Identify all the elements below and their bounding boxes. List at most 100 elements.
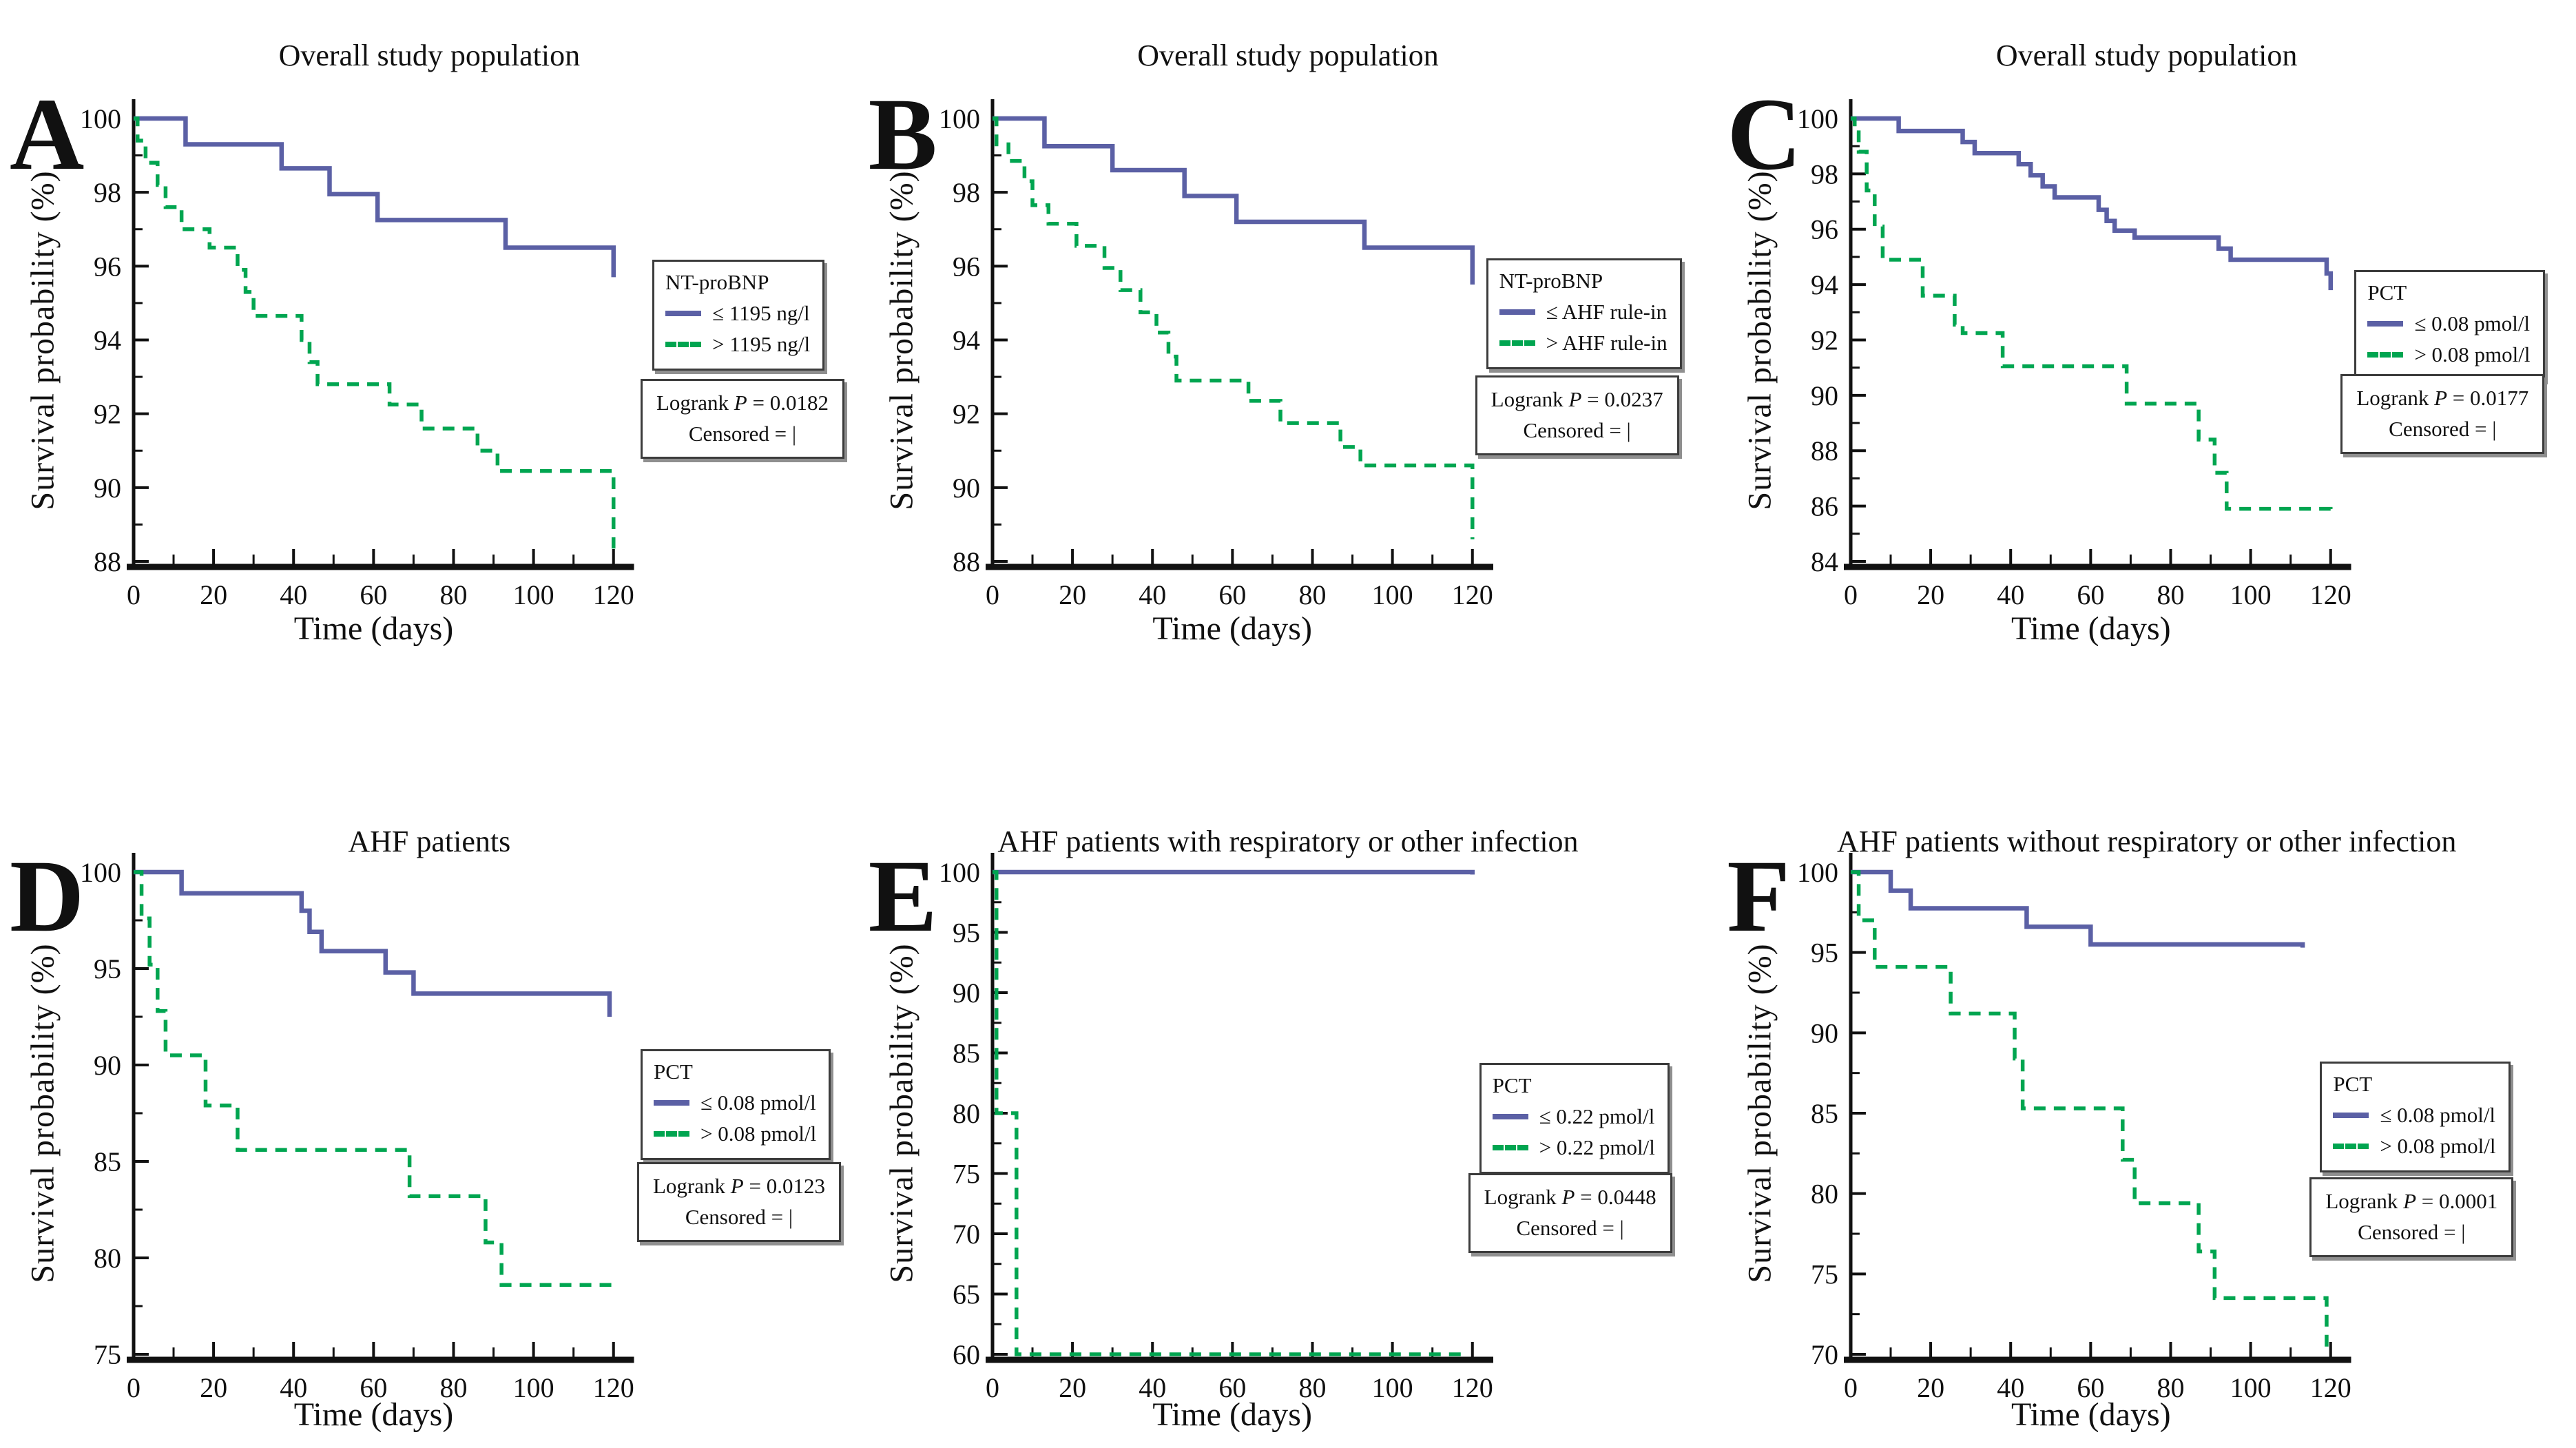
x-axis-label: Time (days) [1152,1396,1312,1433]
svg-text:120: 120 [1451,1372,1493,1403]
svg-text:70: 70 [953,1219,980,1250]
svg-text:95: 95 [953,917,980,948]
svg-text:80: 80 [2157,1372,2185,1403]
panel-title: Overall study population [278,39,581,72]
x-axis-label: Time (days) [2011,610,2171,647]
logrank-label: Logrank [2325,1189,2398,1213]
svg-text:100: 100 [513,1372,554,1403]
svg-text:65: 65 [953,1279,980,1310]
solid-line-swatch [2333,1113,2369,1119]
p-value: = 0.0182 [752,391,829,415]
legend-item: ≤ 0.22 pmol/l [1492,1101,1655,1132]
p-value: = 0.0123 [749,1174,825,1198]
svg-text:92: 92 [953,399,980,430]
svg-text:92: 92 [1811,324,1838,355]
dashed-line-swatch [1492,1145,1528,1151]
svg-text:60: 60 [2077,1372,2105,1403]
kaplan-meier-plot: 60 65 70 75 80 85 90 95 100 0 20 40 60 80 100 120 [939,853,1493,1403]
legend-item-label: ≤ 0.08 pmol/l [2380,1102,2496,1127]
svg-text:90: 90 [1811,1017,1838,1048]
panel-d: D AHF patients Survival probability (%) … [0,724,859,1448]
legend-item-label: > 0.08 pmol/l [2414,342,2531,366]
svg-text:75: 75 [953,1158,980,1189]
svg-text:100: 100 [2230,1372,2272,1403]
svg-text:80: 80 [953,1098,980,1129]
svg-text:70: 70 [1811,1339,1838,1370]
kaplan-meier-plot: 84 86 88 90 92 94 96 98 100 0 20 40 60 80 100 120 [1797,99,2352,610]
svg-text:60: 60 [360,1372,387,1403]
panel-title: Overall study population [1995,39,2298,72]
legend-item: > 0.08 pmol/l [2367,340,2531,371]
legend-item-label: > AHF rule-in [1546,330,1668,355]
svg-text:96: 96 [94,251,121,282]
svg-text:120: 120 [2310,1372,2351,1403]
svg-text:85: 85 [94,1146,121,1177]
p-value: = 0.0448 [1580,1185,1656,1209]
legend-box: PCT ≤ 0.08 pmol/l > 0.08 pmol/l [641,1049,831,1160]
censored-note: Censored = | [1516,1215,1624,1240]
logrank-p: Logrank P = 0.0123 [653,1171,825,1202]
solid-line-swatch [665,311,701,317]
panel-letter: A [10,77,85,192]
svg-text:80: 80 [1298,1372,1326,1403]
panel-letter: C [1727,77,1802,192]
dashed-line-swatch [2333,1144,2369,1150]
panel-title: Overall study population [1137,39,1439,72]
panel-title: AHF patients [348,825,511,858]
p-symbol: P [2403,1189,2417,1213]
svg-text:90: 90 [1811,380,1838,411]
legend-box: NT-proBNP ≤ 1195 ng/l > 1195 ng/l [652,260,825,371]
svg-text:94: 94 [1811,269,1838,300]
svg-text:60: 60 [953,1339,980,1370]
panel-f: F AHF patients without respiratory or ot… [1717,724,2576,1448]
legend-title: PCT [654,1059,693,1084]
svg-text:0: 0 [1844,1372,1858,1403]
svg-text:100: 100 [939,103,980,134]
stats-box: Logrank P = 0.0123 Censored = | [637,1162,841,1242]
logrank-label: Logrank [656,391,729,415]
dashed-line-swatch [2367,352,2404,358]
panel-title: AHF patients with respiratory or other i… [997,825,1579,858]
svg-text:100: 100 [513,579,554,610]
x-axis-label: Time (days) [1152,610,1312,647]
svg-text:100: 100 [1371,579,1413,610]
legend-item: > 0.08 pmol/l [2333,1131,2496,1162]
x-axis-label: Time (days) [293,1396,454,1433]
censored-note: Censored = | [688,421,797,446]
svg-text:60: 60 [360,579,387,610]
svg-text:90: 90 [953,473,980,504]
legend-item: ≤ AHF rule-in [1499,297,1668,328]
x-axis-label: Time (days) [293,610,454,647]
svg-text:0: 0 [127,1372,141,1403]
legend-box: PCT ≤ 0.08 pmol/l > 0.08 pmol/l [2354,270,2545,381]
svg-text:20: 20 [1917,1372,1944,1403]
svg-text:0: 0 [986,1372,999,1403]
svg-text:60: 60 [1218,1372,1246,1403]
logrank-p: Logrank P = 0.0001 [2325,1186,2497,1217]
svg-text:40: 40 [280,579,307,610]
svg-text:80: 80 [2157,579,2185,610]
svg-text:80: 80 [1811,1179,1838,1210]
panel-c: C Overall study population Survival prob… [1717,0,2576,724]
legend-item: ≤ 0.08 pmol/l [654,1088,816,1119]
svg-text:85: 85 [953,1037,980,1068]
panel-letter: F [1727,839,1790,953]
legend-item: ≤ 1195 ng/l [665,298,810,329]
logrank-p: Logrank P = 0.0182 [656,388,829,419]
svg-text:84: 84 [1811,546,1838,577]
svg-text:100: 100 [939,857,980,888]
svg-text:20: 20 [1917,579,1944,610]
svg-text:0: 0 [986,579,999,610]
legend-item: > 1195 ng/l [665,329,810,360]
legend-item-label: > 0.08 pmol/l [700,1121,817,1146]
stats-box: Logrank P = 0.0182 Censored = | [641,379,844,459]
kaplan-meier-plot: 75 80 85 90 95 100 0 20 40 60 80 100 120 [80,853,634,1403]
panel-letter: B [868,77,937,192]
stats-box: Logrank P = 0.0448 Censored = | [1468,1173,1672,1253]
legend-item-label: > 0.08 pmol/l [2380,1133,2496,1158]
svg-text:40: 40 [1997,579,2025,610]
logrank-p: Logrank P = 0.0177 [2356,383,2528,414]
legend-box: PCT ≤ 0.08 pmol/l > 0.08 pmol/l [2320,1062,2511,1172]
censored-note: Censored = | [685,1204,793,1229]
svg-text:95: 95 [94,953,121,984]
